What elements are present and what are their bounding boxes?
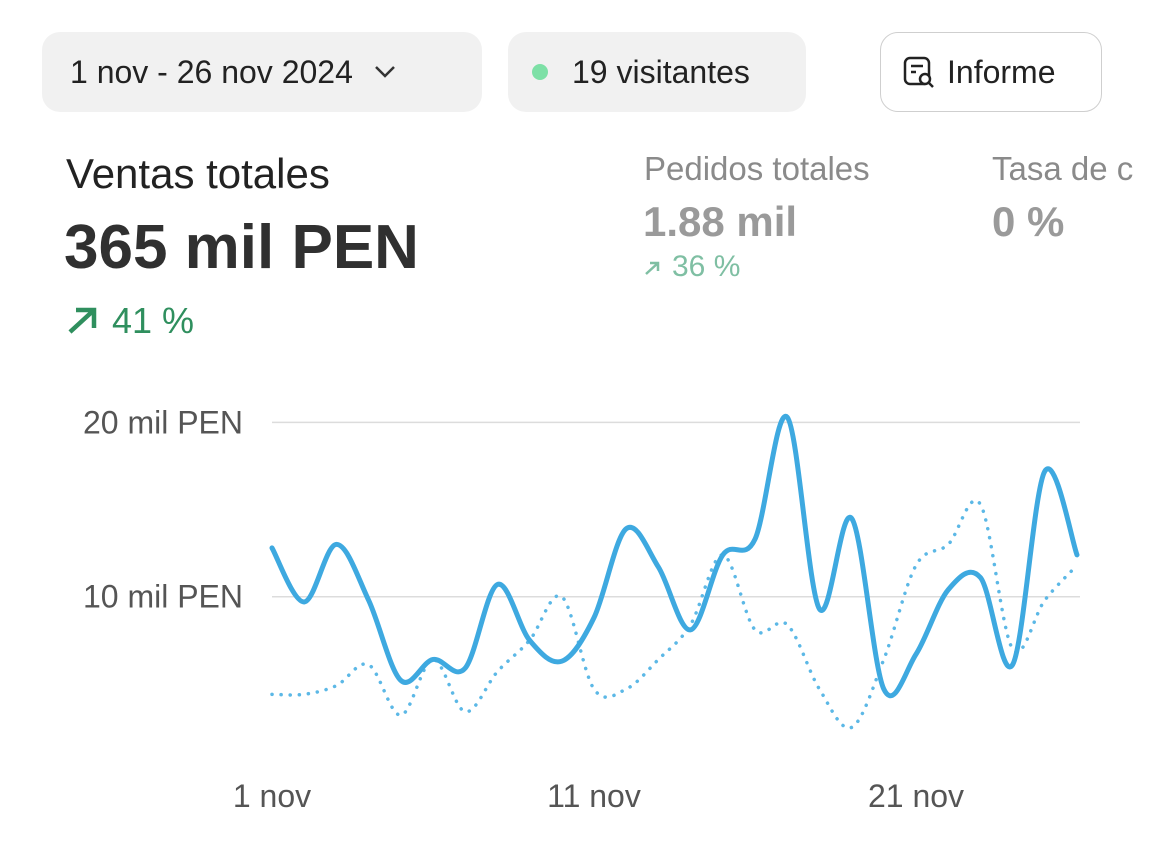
live-dot <box>532 64 548 80</box>
up-arrow <box>645 261 660 275</box>
y-tick-label: 10 mil PEN <box>83 579 243 615</box>
visitors: 19 visitantes <box>572 53 750 90</box>
metric-label: Pedidos totales <box>644 150 870 187</box>
y-tick-label: 20 mil PEN <box>83 404 243 440</box>
sales-chart: 10 mil PEN 20 mil PEN 1 nov 11 nov 21 nov <box>83 404 1080 814</box>
metric-value: 365 mil PEN <box>64 213 419 282</box>
comparison-line <box>270 499 1079 730</box>
metric-label: Ventas totales <box>66 150 330 197</box>
x-tick-label: 21 nov <box>868 778 964 814</box>
metric-change: 41 % <box>112 300 195 341</box>
x-tick-label: 11 nov <box>547 778 641 814</box>
date-range: 1 nov - 26 nov 2024 <box>70 53 353 90</box>
visitors-chip[interactable]: 19 visitantes <box>508 32 806 112</box>
report-label: Informe <box>947 53 1056 90</box>
report-icon <box>903 56 934 88</box>
date-range-picker[interactable]: 1 nov - 26 nov 2024 <box>42 32 482 112</box>
chevron <box>374 66 395 78</box>
report-button[interactable]: Informe <box>880 32 1102 112</box>
metric-value: 1.88 mil <box>643 198 798 245</box>
metric-value: 0 % <box>992 198 1065 245</box>
sales-line <box>269 414 1080 699</box>
x-tick-label: 1 nov <box>233 778 311 814</box>
metric-label: Tasa de c <box>992 150 1134 187</box>
up-arrow <box>68 307 97 334</box>
metric-change: 36 % <box>672 250 741 283</box>
